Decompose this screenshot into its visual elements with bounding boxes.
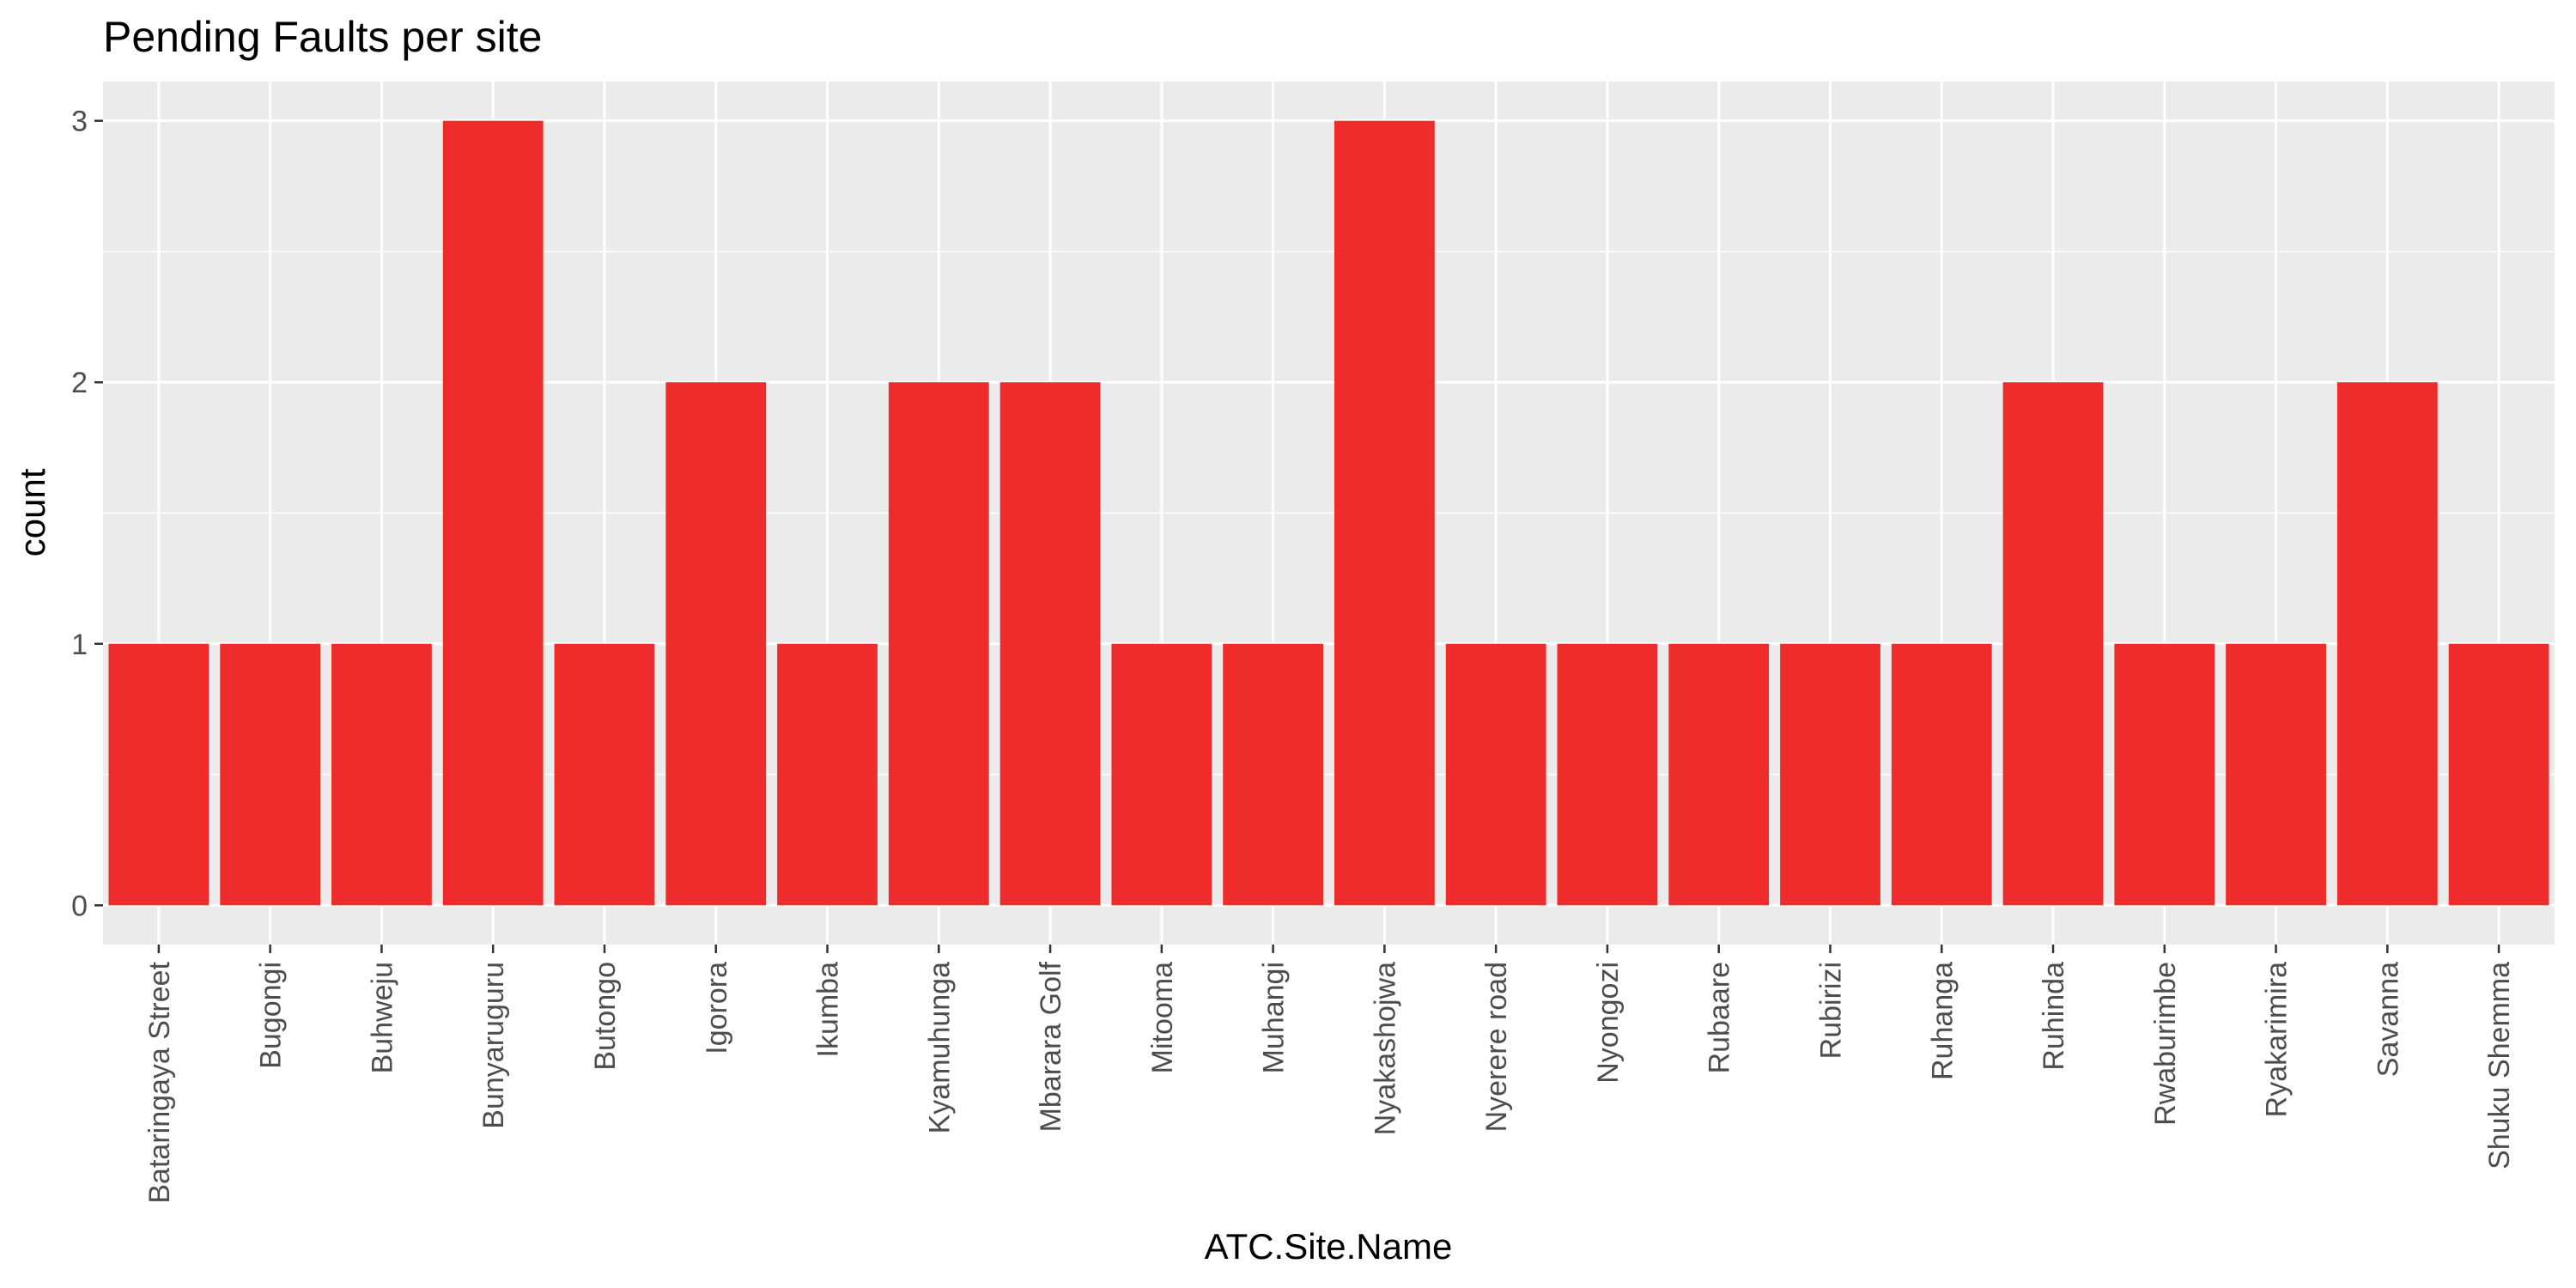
bar <box>665 382 767 906</box>
y-axis-title: count <box>12 468 52 556</box>
x-tick-label: Nyongozi <box>1592 962 1625 1084</box>
x-tick-label: Ruhanga <box>1926 962 1959 1080</box>
bar <box>888 382 989 906</box>
x-tick-label: Mitooma <box>1146 962 1179 1073</box>
bar <box>777 643 878 906</box>
bar <box>554 643 655 906</box>
bar <box>1557 643 1658 906</box>
chart-title: Pending Faults per site <box>103 13 542 61</box>
x-tick-label: Buhweju <box>366 962 398 1073</box>
x-tick-label: Ikumba <box>812 962 845 1058</box>
bar <box>1780 643 1880 906</box>
bar <box>220 643 321 906</box>
x-tick-label: Shuku Shemma <box>2483 962 2516 1170</box>
bar <box>2114 643 2215 906</box>
x-tick-label: Bataringaya Street <box>143 961 176 1203</box>
bar <box>442 120 544 906</box>
x-tick-label: Bugongi <box>255 962 288 1069</box>
bars <box>108 120 2549 906</box>
x-tick-label: Muhangi <box>1258 962 1291 1073</box>
bar <box>1445 643 1546 906</box>
bar <box>108 643 210 906</box>
y-tick-label: 1 <box>71 629 88 661</box>
x-tick-label: Rwaburimbe <box>2149 962 2182 1126</box>
x-tick-label: Kyamuhunga <box>923 962 956 1133</box>
x-tick-label: Bunyaruguru <box>477 962 510 1129</box>
bar <box>2448 643 2549 906</box>
bar <box>2226 643 2326 906</box>
y-axis: 0 1 2 3 <box>71 106 103 922</box>
x-tick-label: Ruhinda <box>2038 962 2070 1071</box>
bar <box>2002 382 2104 906</box>
x-axis-title: ATC.Site.Name <box>1205 1226 1453 1267</box>
bar <box>1668 643 1770 906</box>
x-tick-label: Butongo <box>589 962 622 1071</box>
x-tick-label: Rubaare <box>1704 962 1736 1073</box>
x-tick-label: Rubirizi <box>1814 962 1847 1059</box>
y-tick-label: 0 <box>71 890 88 922</box>
x-tick-label: Ryakarimira <box>2261 962 2293 1117</box>
y-tick-label: 2 <box>71 367 88 399</box>
bar <box>1334 120 1435 906</box>
x-tick-label: Nyerere road <box>1480 962 1513 1132</box>
bar <box>331 643 432 906</box>
bar <box>1891 643 1992 906</box>
x-tick-label: Nyakashojwa <box>1369 962 1401 1135</box>
x-axis: Bataringaya Street Bugongi Buhweju Bunyarug… <box>143 945 2516 1204</box>
x-tick-label: Savanna <box>2372 962 2404 1077</box>
y-tick-label: 3 <box>71 106 88 138</box>
x-tick-label: Mbarara Golf <box>1035 961 1067 1132</box>
bar <box>1111 643 1212 906</box>
bar <box>2336 382 2438 906</box>
bar <box>999 382 1101 906</box>
bar <box>1223 643 1324 906</box>
x-tick-label: Igorora <box>701 962 733 1054</box>
